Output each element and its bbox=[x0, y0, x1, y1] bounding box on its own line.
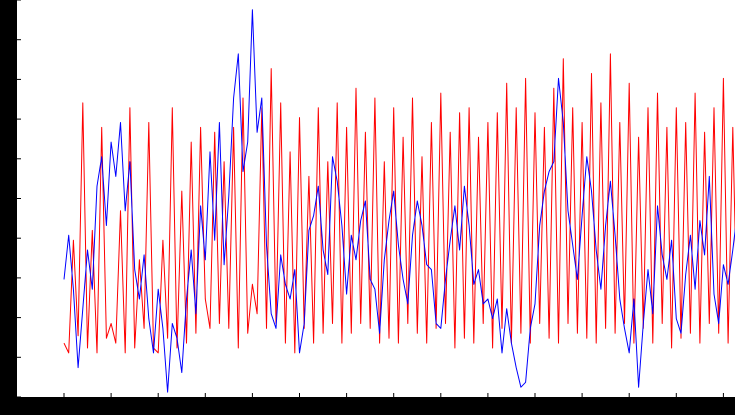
x-axis-band bbox=[0, 397, 735, 415]
y-tick-label: 162 bbox=[5, 0, 16, 19]
x-tick-label: 14:11 bbox=[521, 404, 550, 415]
x-tick-label: 14:06 bbox=[285, 404, 314, 415]
y-tick-label: 113 bbox=[5, 110, 16, 129]
y-axis-ticks: 0 16 32 48 64 81 97 113 129 145 162 bbox=[5, 0, 21, 398]
x-tick-label: 14:05 bbox=[238, 404, 267, 415]
x-tick-label: 14:10 bbox=[473, 404, 502, 415]
y-tick-label: 97 bbox=[5, 152, 16, 165]
x-tick-label: 14:13 bbox=[615, 404, 644, 415]
series-line-blue bbox=[63, 9, 735, 393]
x-tick-label: 14:01 bbox=[50, 404, 79, 415]
series-layer bbox=[63, 9, 735, 393]
x-tick-label: 14:15 bbox=[709, 404, 735, 415]
y-tick-label: 129 bbox=[5, 70, 16, 89]
x-tick-label: 14:12 bbox=[568, 404, 597, 415]
x-axis-ticks: 14:01 14:02 14:03 14:04 14:05 14:06 14:07 14:08… bbox=[50, 393, 735, 415]
x-tick-label: 14:09 bbox=[426, 404, 455, 415]
y-axis-band bbox=[0, 0, 17, 397]
x-tick-label: 14:03 bbox=[144, 404, 173, 415]
y-tick-label: 145 bbox=[5, 30, 16, 49]
series-line-red bbox=[63, 53, 735, 354]
y-tick-label: 64 bbox=[5, 232, 16, 245]
x-tick-label: 14:04 bbox=[191, 404, 220, 415]
x-tick-label: 14:14 bbox=[662, 404, 691, 415]
x-tick-label: 14:02 bbox=[97, 404, 126, 415]
y-tick-label: 48 bbox=[5, 272, 16, 285]
y-tick-label: 0 bbox=[5, 392, 16, 398]
y-tick-label: 32 bbox=[5, 311, 16, 324]
y-tick-label: 81 bbox=[5, 192, 16, 205]
x-tick-label: 14:08 bbox=[379, 404, 408, 415]
y-tick-label: 16 bbox=[5, 351, 16, 364]
x-tick-label: 14:07 bbox=[332, 404, 361, 415]
